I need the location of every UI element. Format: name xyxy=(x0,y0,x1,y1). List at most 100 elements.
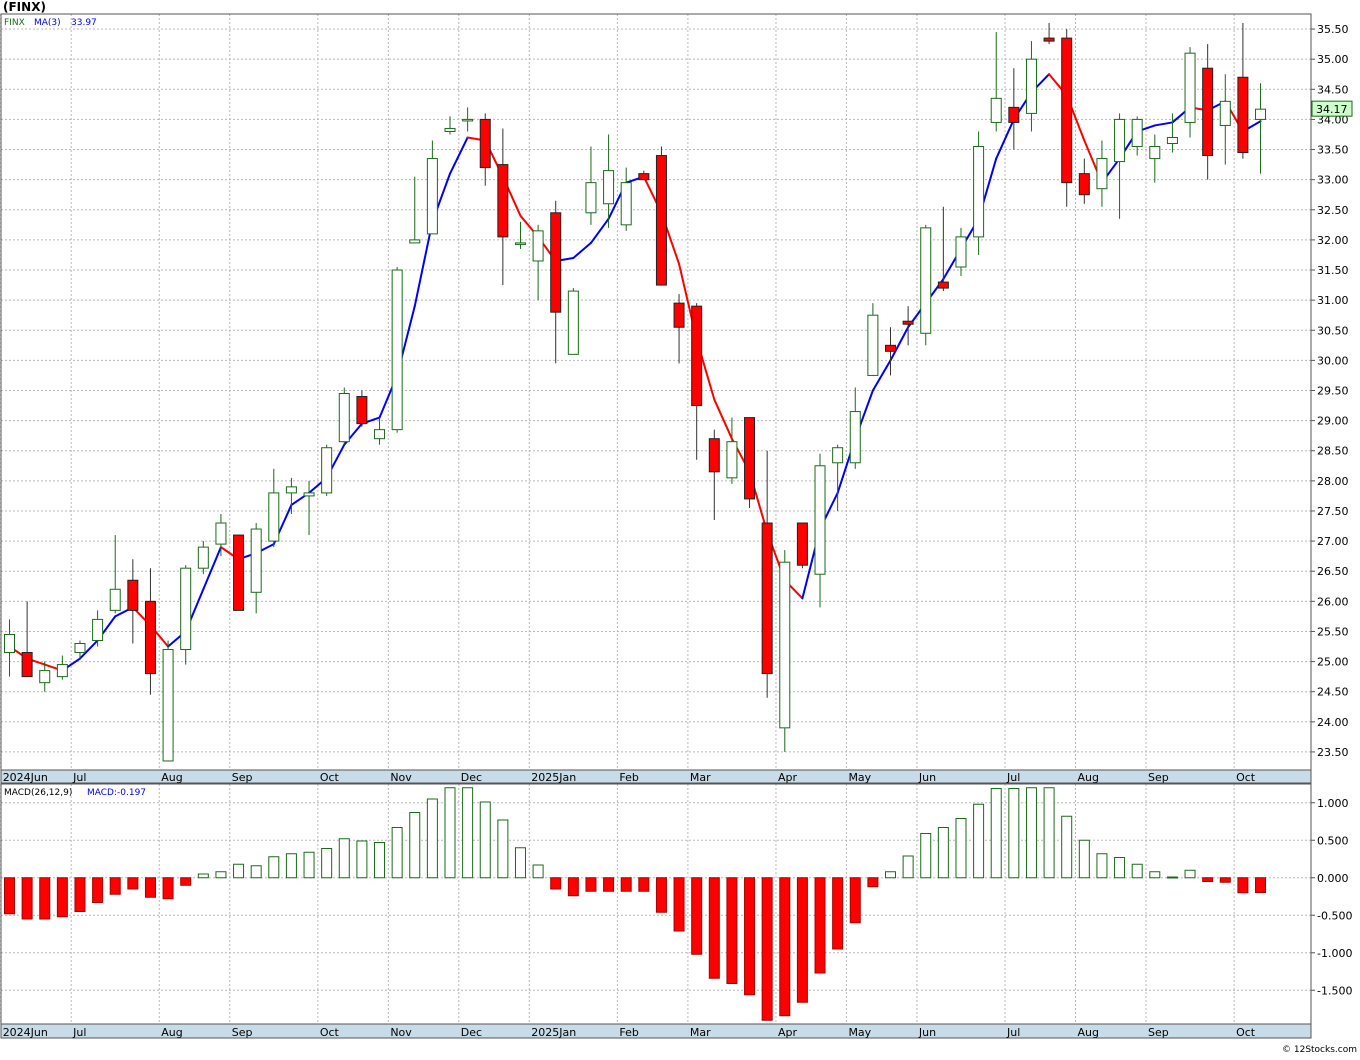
candle-body xyxy=(585,182,597,214)
candle-body xyxy=(74,642,86,654)
candle-body xyxy=(990,97,1002,123)
candle-body xyxy=(250,528,262,593)
macd-bar xyxy=(497,819,509,879)
last-price-tag: 34.17 xyxy=(1311,100,1353,117)
macd-bars xyxy=(4,787,1267,1021)
macd-bar xyxy=(990,788,1002,879)
macd-params: MACD(26,12,9) xyxy=(4,788,72,798)
candle-body xyxy=(885,344,896,352)
price-ytick-label: 24.00 xyxy=(1317,716,1349,729)
price-ytick-label: 27.00 xyxy=(1317,535,1349,548)
price-ytick-label: 29.50 xyxy=(1317,384,1349,397)
price-xtick-label: Jul xyxy=(1006,771,1020,784)
ma-segment xyxy=(449,136,469,175)
candle-body xyxy=(4,633,15,654)
macd-x-axis: 2024Jun Jul Aug Sep Oct Nov Dec 2025Jan Feb Mar Ap… xyxy=(3,1026,1256,1039)
macd-bar xyxy=(1078,839,1090,879)
macd-bar xyxy=(726,877,738,984)
price-xtick-label: Aug xyxy=(161,771,182,784)
candle-body xyxy=(673,302,685,328)
price-ytick-label: 33.00 xyxy=(1317,174,1349,187)
price-ytick-label: 32.00 xyxy=(1317,234,1349,247)
macd-bar xyxy=(268,856,280,879)
candle-body xyxy=(144,600,156,675)
ma-segment xyxy=(995,118,1015,160)
price-xtick-label: Apr xyxy=(778,771,798,784)
macd-xtick-label: Aug xyxy=(1078,1026,1099,1039)
price-xtick-label: Jul xyxy=(72,771,86,784)
macd-bar xyxy=(973,803,985,879)
price-xtick-label: Sep xyxy=(232,771,253,784)
price-xtick-label: Oct xyxy=(320,771,340,784)
macd-xtick-label: Oct xyxy=(320,1026,340,1039)
price-xtick-label: Nov xyxy=(390,771,412,784)
macd-xtick-label: Sep xyxy=(1148,1026,1169,1039)
macd-bar xyxy=(321,848,333,879)
candle-body xyxy=(92,618,104,641)
macd-bar xyxy=(708,877,720,979)
ma-segment xyxy=(413,220,434,308)
macd-xtick-label: Dec xyxy=(461,1026,482,1039)
price-x-axis-band xyxy=(0,769,1312,784)
candle-body xyxy=(814,465,826,575)
candle-body xyxy=(532,230,544,262)
candle-body xyxy=(21,652,33,678)
macd-bar xyxy=(550,877,562,890)
candle-body xyxy=(708,438,720,473)
ma-segment xyxy=(1153,121,1174,127)
candle-body xyxy=(779,561,791,729)
macd-bar xyxy=(1025,787,1037,879)
price-ytick-label: 33.50 xyxy=(1317,144,1349,157)
price-xtick-label: Dec xyxy=(461,771,482,784)
candle-body xyxy=(56,664,68,678)
macd-xtick-label: May xyxy=(848,1026,871,1039)
macd-bar xyxy=(673,877,685,932)
candle-body xyxy=(550,212,562,313)
macd-bar xyxy=(1131,863,1143,879)
candle-body xyxy=(479,118,491,169)
macd-bar xyxy=(1219,877,1231,883)
macd-bar xyxy=(585,877,597,892)
candle-body xyxy=(832,447,844,464)
candle-body xyxy=(1096,158,1108,190)
price-ytick-label: 26.00 xyxy=(1317,595,1349,608)
price-legend: FINX MA(3) 33.97 xyxy=(4,18,97,28)
candle-body xyxy=(1184,52,1196,123)
price-ytick-label: 29.00 xyxy=(1317,415,1349,428)
candle-body xyxy=(655,155,667,286)
candle-body xyxy=(620,182,632,226)
price-candles xyxy=(4,23,1267,762)
macd-xtick-label: Aug xyxy=(161,1026,182,1039)
price-xtick-label: Oct xyxy=(1236,771,1256,784)
candle-body xyxy=(338,393,350,443)
macd-bar xyxy=(374,842,386,879)
candle-body xyxy=(303,492,315,497)
macd-xtick-label: Mar xyxy=(690,1026,711,1039)
macd-bar xyxy=(885,871,896,879)
macd-bar xyxy=(638,877,650,892)
macd-xtick-label: Jul xyxy=(1006,1026,1020,1039)
macd-bar xyxy=(1061,815,1073,879)
macd-xtick-label: Sep xyxy=(232,1026,253,1039)
candle-body xyxy=(567,290,579,355)
macd-bar xyxy=(1008,788,1020,879)
price-ytick-label: 30.50 xyxy=(1317,324,1349,337)
macd-bar xyxy=(691,877,703,955)
candle-body xyxy=(180,567,192,651)
candle-body xyxy=(39,670,51,684)
candle-body xyxy=(127,579,139,611)
candle-body xyxy=(497,164,509,238)
macd-bar xyxy=(444,787,456,879)
macd-bar xyxy=(92,877,104,903)
ma-segment xyxy=(871,359,892,392)
price-ytick-label: 25.00 xyxy=(1317,656,1349,669)
candle-body xyxy=(1078,173,1090,196)
macd-bar xyxy=(391,827,403,879)
candle-body xyxy=(162,649,174,762)
macd-bar xyxy=(1096,853,1108,879)
candle-body xyxy=(1166,136,1178,145)
candle-body xyxy=(726,441,738,479)
macd-bar xyxy=(1149,871,1161,879)
macd-bar xyxy=(462,787,474,879)
